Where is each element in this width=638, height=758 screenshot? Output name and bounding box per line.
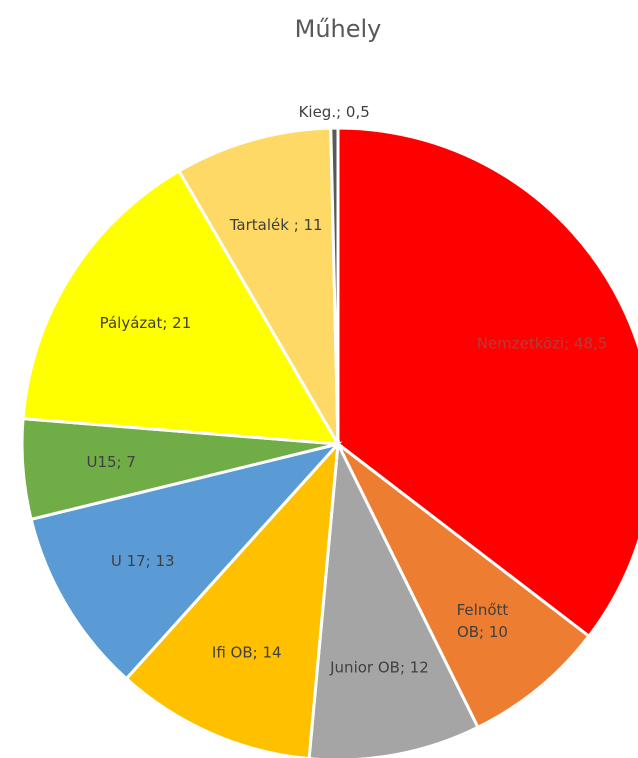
data-label: Tartalék ; 11 bbox=[229, 216, 323, 234]
pie-slice bbox=[336, 442, 591, 730]
data-label: Nemzetközi; 48,5 bbox=[477, 334, 608, 352]
data-label-line: Felnőtt bbox=[457, 600, 509, 618]
data-label: Junior OB; 12 bbox=[329, 658, 429, 676]
data-label-line: U 17; 13 bbox=[111, 551, 175, 569]
data-label: Felnőtt OB; 10 bbox=[457, 600, 509, 640]
data-label-line: Ifi OB; 14 bbox=[212, 643, 282, 661]
data-label: Pályázat; 21 bbox=[100, 313, 192, 331]
data-label-line: Pályázat; 21 bbox=[100, 313, 192, 331]
pie-slice bbox=[124, 439, 340, 758]
data-label: U 17; 13 bbox=[111, 551, 175, 569]
data-label-line: Tartalék ; 11 bbox=[229, 216, 323, 234]
data-label-line: U15; 7 bbox=[86, 453, 135, 471]
data-label: U15; 7 bbox=[86, 453, 135, 471]
data-label-line: Junior OB; 12 bbox=[329, 658, 429, 676]
data-label: Kieg.; 0,5 bbox=[299, 103, 370, 121]
data-label: Ifi OB; 14 bbox=[212, 643, 282, 661]
pie-slice bbox=[29, 441, 343, 681]
pie-slice bbox=[176, 126, 340, 445]
pie-slice bbox=[21, 168, 341, 446]
data-label-line: Nemzetközi; 48,5 bbox=[477, 334, 608, 352]
pie-slice bbox=[336, 126, 638, 639]
chart-title: Műhely bbox=[295, 15, 382, 43]
data-label-line: Kieg.; 0,5 bbox=[299, 103, 370, 121]
pie-slice bbox=[307, 438, 480, 758]
pie-slice bbox=[329, 126, 340, 445]
data-label-line: OB; 10 bbox=[457, 622, 508, 640]
